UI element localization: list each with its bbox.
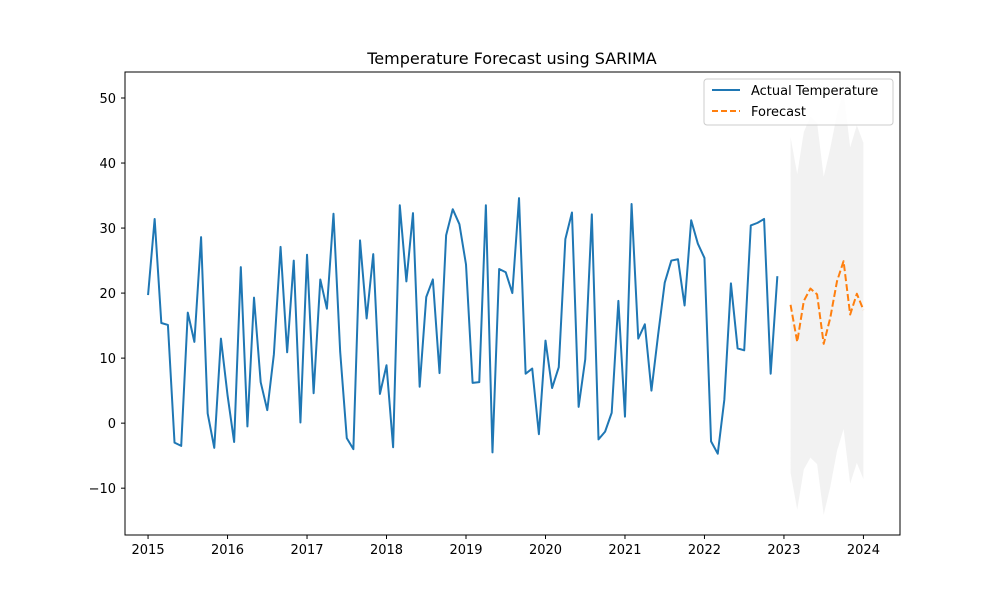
series-layer — [147, 197, 865, 455]
legend-box — [703, 78, 894, 126]
forecast-confidence-band — [790, 91, 864, 515]
y-tick-label: 40 — [99, 157, 116, 172]
x-tick-label: 2018 — [370, 543, 403, 558]
y-tick-label: 10 — [99, 352, 116, 367]
confidence-band-layer — [790, 91, 864, 515]
y-tick-label: 30 — [99, 222, 116, 237]
x-tick-label: 2023 — [767, 543, 800, 558]
y-tick-label: −10 — [89, 482, 116, 497]
y-tick-label: 50 — [99, 92, 116, 107]
plot-area-frame — [124, 71, 901, 536]
y-tick-label: 0 — [108, 417, 116, 432]
x-tick-label: 2016 — [211, 543, 244, 558]
x-tick-label: 2019 — [449, 543, 482, 558]
x-tick-label: 2015 — [132, 543, 165, 558]
x-tick-label: 2021 — [608, 543, 641, 558]
chart-title: Temperature Forecast using SARIMA — [366, 49, 657, 68]
axes-layer: 2015 2016 2017 2018 2019 2020 2021 2022 2023 2024… — [89, 92, 880, 558]
legend: Actual Temperature Forecast — [703, 78, 894, 126]
actual-temperature-line — [147, 197, 779, 455]
x-tick-label: 2022 — [688, 543, 721, 558]
x-tick-label: 2024 — [847, 543, 880, 558]
y-tick-label: 20 — [99, 287, 116, 302]
legend-label-forecast: Forecast — [751, 105, 806, 120]
forecast-line — [789, 260, 865, 345]
x-tick-label: 2020 — [529, 543, 562, 558]
legend-label-actual: Actual Temperature — [751, 84, 878, 99]
x-tick-label: 2017 — [290, 543, 323, 558]
